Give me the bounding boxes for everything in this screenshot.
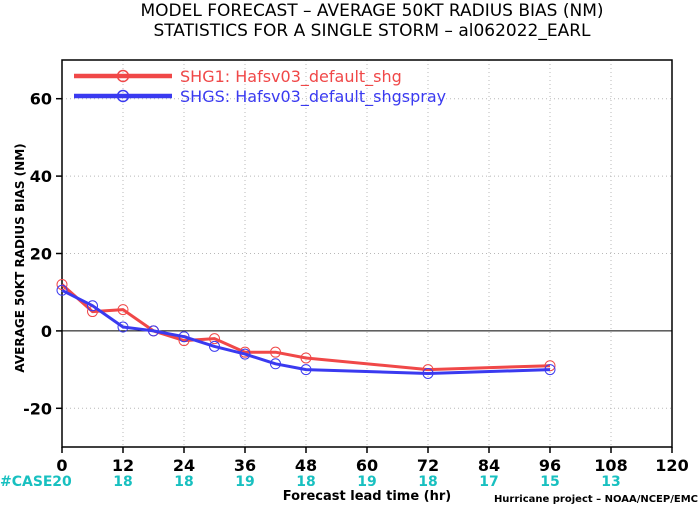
credit-text: Hurricane project – NOAA/NCEP/EMC xyxy=(494,494,698,505)
y-tick-label: 60 xyxy=(30,90,52,109)
series-2-point xyxy=(148,325,159,337)
series-2-point xyxy=(178,331,190,343)
series xyxy=(56,278,556,379)
x-tick-label: 0 xyxy=(56,456,67,475)
x-tick-label: 96 xyxy=(539,456,561,475)
series-line-2 xyxy=(61,288,551,375)
x-tick-label: 60 xyxy=(356,456,378,475)
series-line-1 xyxy=(61,283,551,372)
axis-ticks: 0 12 24 36 48 60 72 84 96 108 120 -20 0 20 40 60 xyxy=(23,90,689,475)
case-label: #CASE xyxy=(0,474,53,490)
x-tick-label: 108 xyxy=(594,456,627,475)
series-2-point xyxy=(117,321,129,333)
y-tick-label: 0 xyxy=(41,322,52,341)
series-2-point xyxy=(422,367,434,379)
chart-subtitle: STATISTICS FOR A SINGLE STORM – al062022… xyxy=(153,21,591,41)
x-tick-label: 12 xyxy=(112,456,134,475)
case-count: 18 xyxy=(296,474,315,490)
series-2-point xyxy=(209,340,220,352)
x-axis-label: Forecast lead time (hr) xyxy=(283,489,451,504)
legend-marker xyxy=(116,89,130,103)
case-count: 15 xyxy=(540,474,559,490)
case-count: 20 xyxy=(52,474,72,490)
case-count: 18 xyxy=(113,474,132,490)
y-tick-label: 40 xyxy=(30,167,52,186)
legend-label: SHG1: Hafsv03_default_shg xyxy=(180,67,402,87)
x-tick-label: 48 xyxy=(295,456,317,475)
series-2-point xyxy=(300,364,312,376)
case-count: 13 xyxy=(601,474,620,490)
series-2-point xyxy=(56,284,68,296)
grid xyxy=(62,60,672,447)
case-count: 19 xyxy=(357,474,376,490)
legend-label: SHGS: Hafsv03_default_shgspray xyxy=(180,87,446,107)
case-count: 19 xyxy=(235,474,254,490)
y-tick-label: -20 xyxy=(23,399,52,418)
y-tick-label: 20 xyxy=(30,245,52,264)
x-tick-label: 72 xyxy=(417,456,439,475)
series-1-point xyxy=(209,333,220,345)
plot-frame xyxy=(61,59,673,448)
series-2-point xyxy=(270,358,281,370)
series-1-point xyxy=(300,352,312,364)
x-tick-label: 36 xyxy=(234,456,256,475)
x-tick-label: 84 xyxy=(478,456,500,475)
series-2-point xyxy=(87,300,98,312)
series-1-point xyxy=(56,278,68,290)
case-counts: 20 18 18 19 18 19 18 17 15 13 xyxy=(52,474,620,490)
series-2-point xyxy=(239,348,251,360)
series-1-point xyxy=(270,346,281,358)
case-count: 18 xyxy=(418,474,437,490)
chart-title: MODEL FORECAST – AVERAGE 50KT RADIUS BIA… xyxy=(140,1,603,21)
series-1-point xyxy=(117,304,129,316)
legend-marker xyxy=(116,69,130,83)
case-count: 17 xyxy=(479,474,498,490)
x-tick-label: 120 xyxy=(655,456,688,475)
series-2-point xyxy=(544,364,556,376)
y-axis-label: AVERAGE 50KT RADIUS BIAS (NM) xyxy=(13,143,27,372)
x-tick-label: 24 xyxy=(173,456,195,475)
case-count: 18 xyxy=(174,474,193,490)
